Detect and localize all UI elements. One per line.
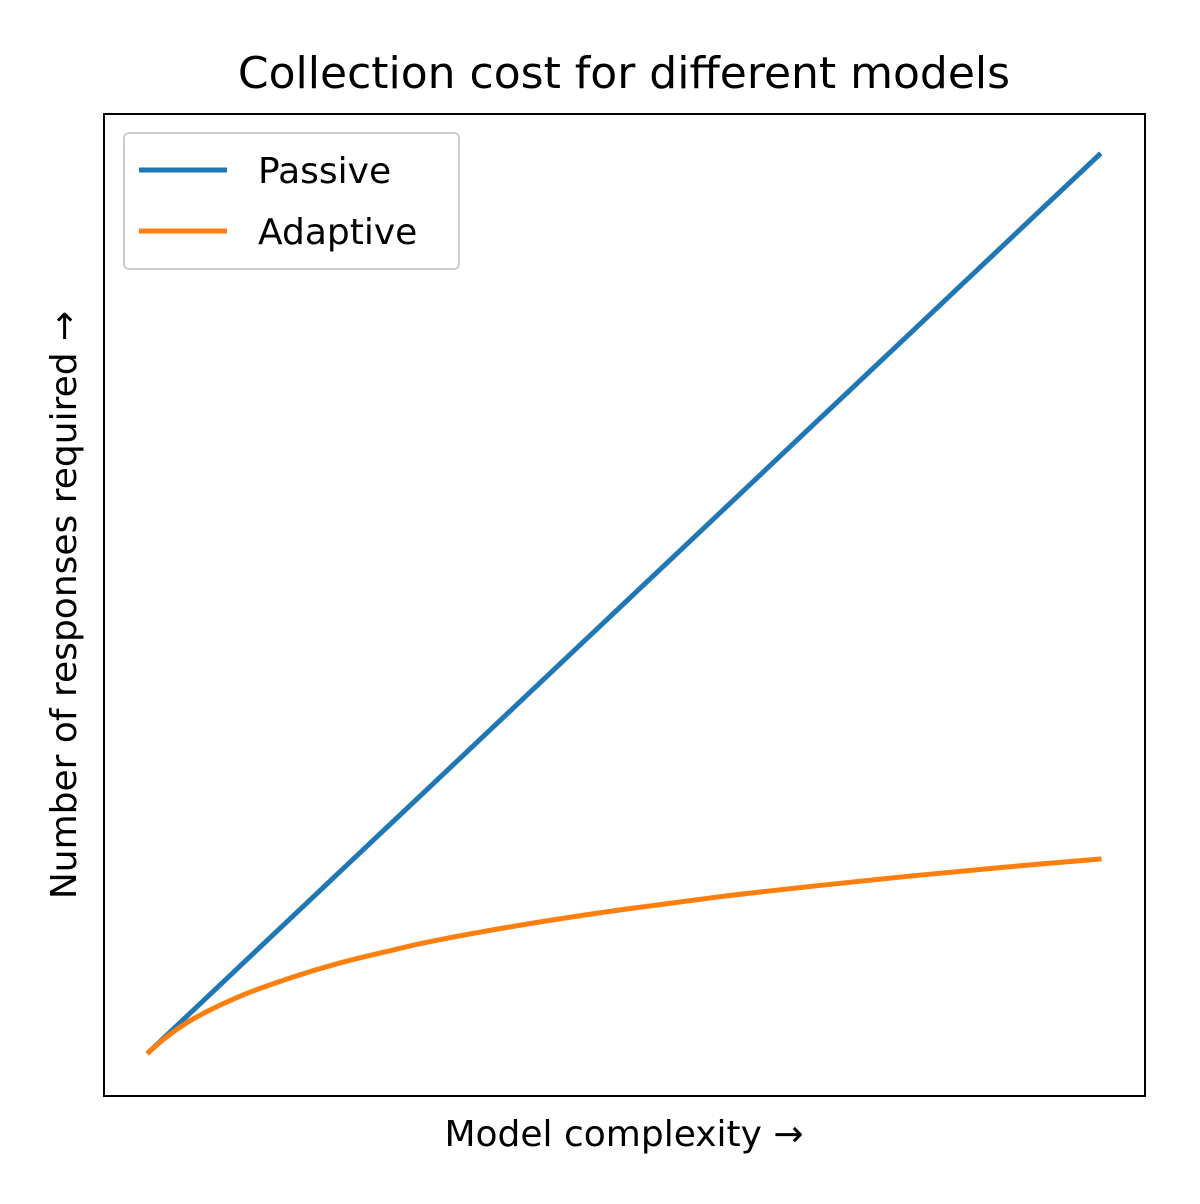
- plot-frame: [103, 113, 1146, 1097]
- series-line-passive: [145, 151, 1103, 1056]
- legend: Passive Adaptive: [123, 132, 460, 270]
- legend-entries: Passive Adaptive: [139, 151, 417, 253]
- legend-label-passive: Passive: [258, 151, 391, 192]
- series-line-adaptive: [145, 856, 1102, 1056]
- series-layer: [145, 151, 1103, 1056]
- y-axis-label: Number of responses required →: [44, 311, 85, 899]
- x-axis-label: Model complexity →: [444, 1114, 803, 1155]
- legend-label-adaptive: Adaptive: [258, 212, 417, 253]
- legend-box: [123, 132, 460, 270]
- chart-title: Collection cost for different models: [238, 48, 1010, 99]
